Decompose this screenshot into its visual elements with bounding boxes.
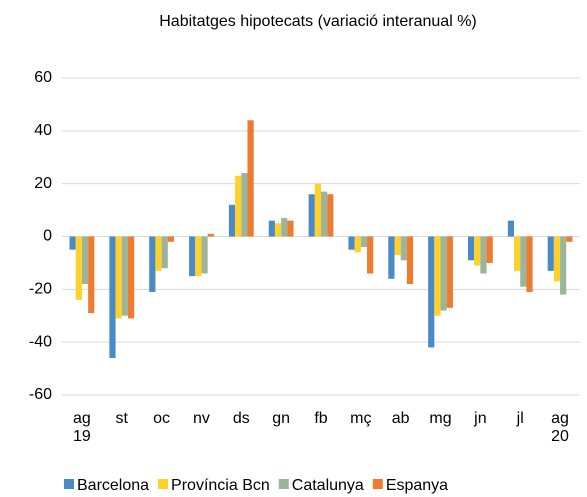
- y-tick-label: -60: [29, 386, 52, 403]
- bar: [149, 236, 156, 292]
- y-tick-label: -20: [29, 281, 52, 298]
- legend-label: Catalunya: [292, 477, 364, 494]
- bar: [434, 236, 441, 316]
- bar: [321, 191, 328, 237]
- bar: [406, 236, 414, 285]
- bar: [394, 236, 401, 255]
- bar: [486, 236, 493, 263]
- bar: [161, 236, 168, 269]
- bar: [327, 194, 334, 237]
- bar: [446, 236, 453, 308]
- x-tick-label: gn: [272, 410, 291, 427]
- bar: [274, 223, 282, 237]
- bar: [189, 236, 196, 277]
- legend-label: Barcelona: [77, 477, 149, 494]
- bar: [474, 236, 481, 266]
- bar: [514, 236, 521, 271]
- x-tick-label: ds: [232, 410, 250, 427]
- bar: [241, 173, 248, 237]
- bar: [388, 236, 395, 279]
- bar: [235, 175, 242, 237]
- legend-swatch: [372, 479, 383, 489]
- x-tick-label: mç: [350, 410, 372, 427]
- bar: [314, 183, 321, 237]
- bar: [467, 236, 475, 261]
- bar: [281, 218, 288, 237]
- x-tick-label: ab: [391, 410, 410, 427]
- bar: [121, 236, 128, 316]
- bar: [155, 236, 162, 271]
- y-tick-label: 60: [34, 69, 52, 86]
- bar: [560, 236, 567, 295]
- bar: [228, 204, 236, 237]
- bar: [81, 236, 89, 285]
- bar: [348, 236, 355, 250]
- bar: [167, 236, 175, 242]
- legend-swatch: [64, 479, 74, 489]
- bar: [547, 236, 554, 271]
- bar: [440, 236, 447, 311]
- legend-label: Espanya: [386, 477, 448, 494]
- legend-label: Província Bcn: [171, 477, 270, 494]
- y-tick-label: 20: [34, 175, 52, 192]
- bar: [526, 236, 533, 292]
- bar: [520, 236, 527, 287]
- y-tick-label: 0: [43, 228, 52, 245]
- x-tick-label: nv: [193, 410, 210, 427]
- bar: [553, 236, 561, 282]
- x-tick-label: mg: [429, 410, 452, 427]
- bar: [480, 236, 487, 274]
- y-tick-label: 40: [34, 122, 52, 139]
- bar: [88, 236, 95, 314]
- x-tick-label: fb: [314, 410, 328, 427]
- bar: [247, 120, 254, 237]
- bar: [308, 194, 315, 237]
- legend-swatch: [158, 479, 169, 489]
- bar: [115, 236, 122, 319]
- bar: [75, 236, 82, 300]
- bar: [195, 236, 202, 277]
- bar: [69, 236, 76, 250]
- bar: [354, 236, 361, 253]
- bar: [566, 236, 573, 242]
- bar: [507, 220, 515, 237]
- x-tick-label: st: [115, 410, 128, 427]
- bar: [109, 236, 116, 359]
- bar: [400, 236, 407, 261]
- legend-swatch: [278, 479, 289, 489]
- x-tick-label: oc: [153, 410, 171, 427]
- x-tick-label: ag 19: [73, 410, 91, 445]
- bar: [201, 236, 208, 274]
- bar: [268, 220, 275, 237]
- bar: [367, 236, 374, 274]
- x-tick-label: jl: [516, 410, 524, 427]
- chart-title: Habitatges hipotecats (variació interanu…: [159, 13, 477, 30]
- bar: [428, 236, 435, 348]
- bar: [127, 236, 135, 319]
- bar: [287, 220, 294, 237]
- bar: [207, 233, 214, 237]
- y-tick-label: -40: [29, 333, 52, 350]
- x-tick-label: jn: [474, 410, 487, 427]
- bar: [360, 236, 368, 248]
- x-tick-label: ag 20: [551, 410, 569, 445]
